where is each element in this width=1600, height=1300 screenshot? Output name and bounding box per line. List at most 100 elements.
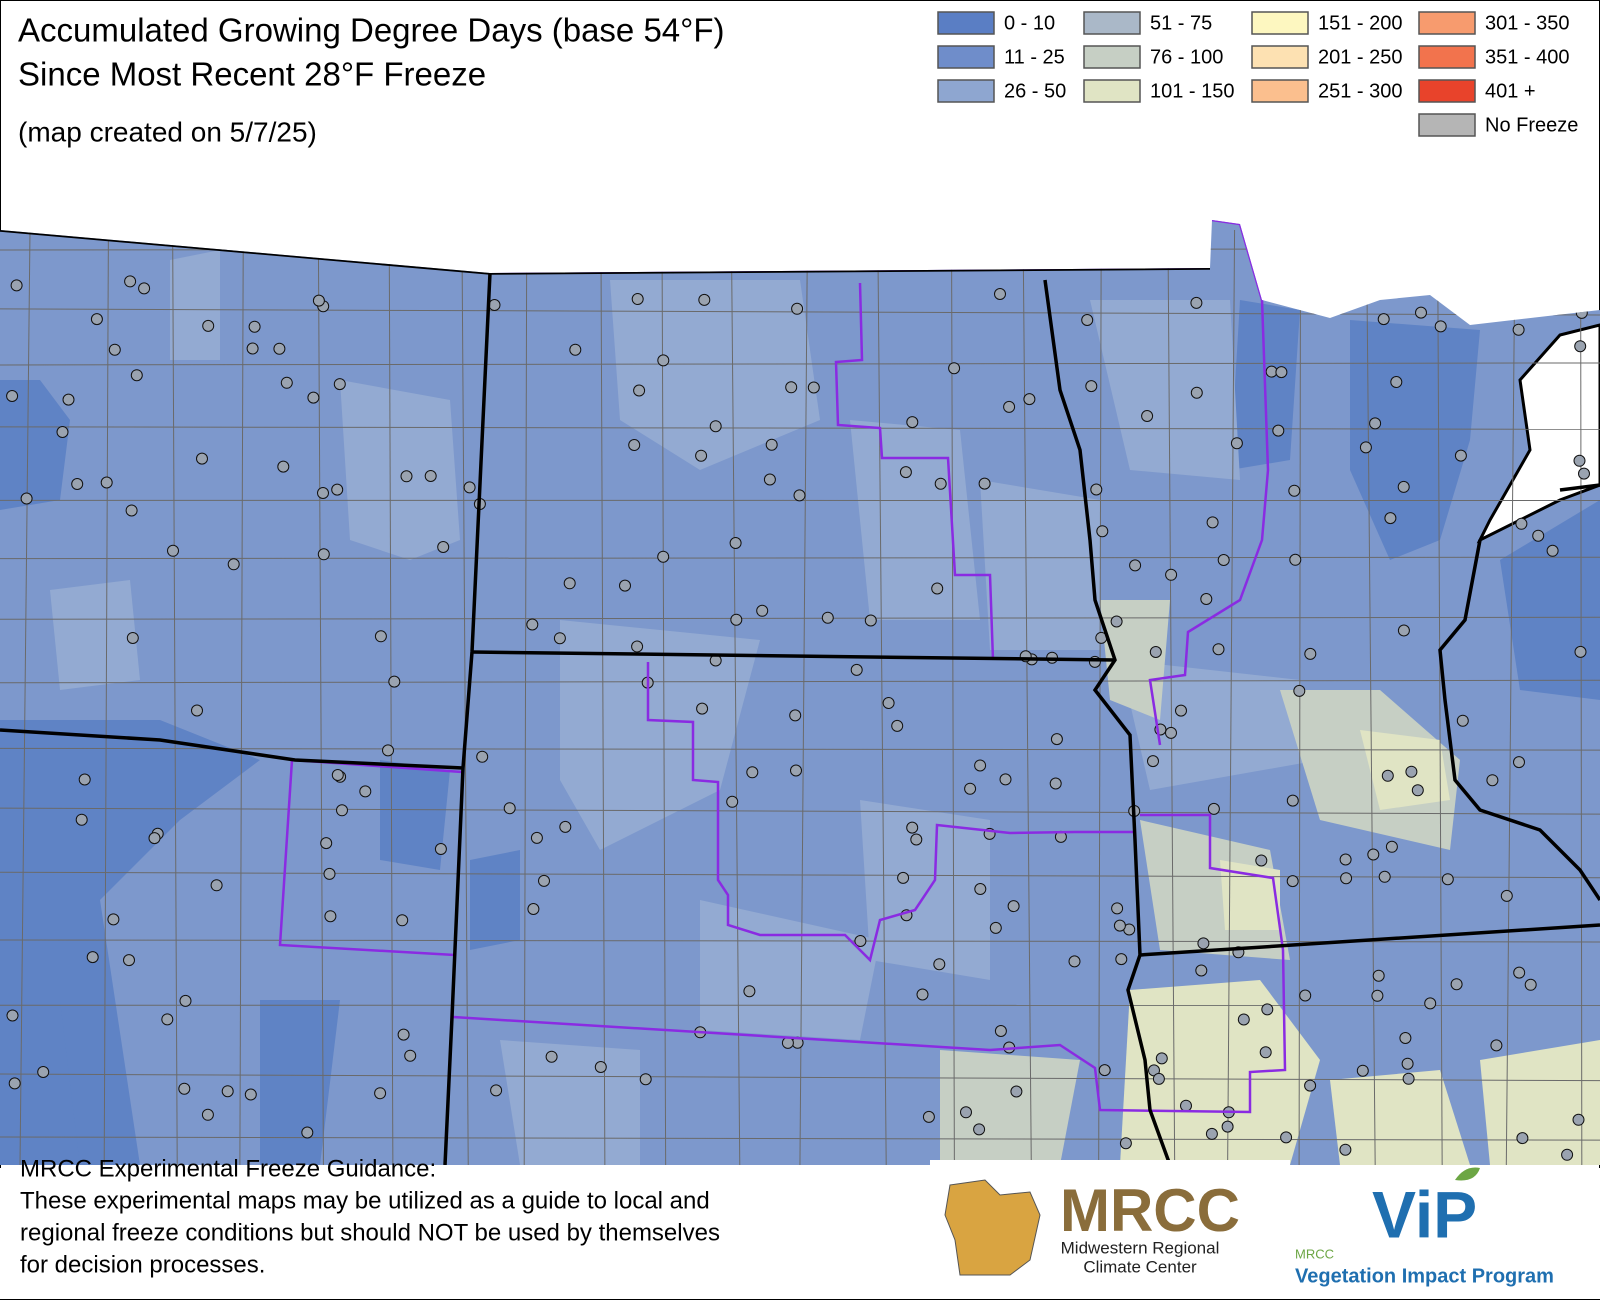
station [1205, 1127, 1218, 1140]
station [899, 466, 912, 479]
station [569, 343, 582, 356]
station [125, 504, 138, 517]
station [1397, 624, 1410, 637]
station [791, 302, 804, 315]
station [1304, 647, 1317, 660]
station [1090, 483, 1103, 496]
station [1190, 296, 1203, 309]
station [71, 478, 84, 490]
station [1288, 484, 1301, 497]
station [1299, 989, 1312, 1002]
county-line [1365, 229, 1376, 1165]
station [124, 275, 137, 288]
county-line [799, 229, 808, 1165]
county-line [951, 229, 955, 1165]
station [743, 985, 756, 998]
station [999, 773, 1012, 786]
station [1574, 340, 1587, 353]
station [307, 391, 320, 404]
county-line [1022, 229, 1032, 1165]
station [1454, 449, 1467, 462]
station [1003, 400, 1016, 413]
station [1456, 714, 1469, 727]
station [404, 1049, 417, 1062]
station [730, 613, 743, 626]
county-line [317, 229, 324, 1165]
station [1513, 756, 1525, 769]
station [148, 832, 161, 845]
station [86, 951, 99, 964]
station [553, 632, 566, 645]
station [312, 294, 325, 307]
legend-label: No Freeze [1485, 114, 1578, 136]
station [850, 663, 863, 676]
county-line [1580, 229, 1583, 1165]
station [1115, 953, 1128, 966]
county-line [0, 1136, 1600, 1141]
station [1369, 417, 1382, 430]
station [123, 954, 135, 967]
station [246, 342, 259, 355]
station [1180, 1099, 1192, 1112]
station [20, 492, 33, 505]
county-line [730, 229, 741, 1165]
station [545, 1050, 558, 1063]
station [280, 376, 293, 389]
county-line [661, 229, 667, 1165]
county-line [388, 229, 394, 1165]
legend-label: 201 - 250 [1318, 46, 1403, 68]
station [1165, 726, 1177, 739]
county-line [0, 362, 1600, 366]
county-line [1505, 229, 1516, 1165]
station [1367, 848, 1380, 861]
station [90, 313, 103, 326]
station [1007, 900, 1020, 913]
station [530, 831, 543, 844]
station [1490, 1039, 1503, 1052]
county-line [600, 229, 606, 1165]
station [320, 837, 333, 850]
station [1359, 441, 1372, 454]
station [793, 489, 806, 502]
station [382, 744, 394, 757]
station [388, 675, 401, 688]
station [1405, 765, 1418, 778]
county-line [1298, 229, 1302, 1165]
station [434, 843, 447, 855]
station [1200, 593, 1213, 605]
station [476, 750, 489, 763]
county-line [103, 229, 109, 1165]
station [994, 1025, 1007, 1037]
station [277, 460, 290, 473]
county-line [19, 229, 31, 1165]
station [317, 487, 329, 499]
station [179, 994, 192, 1007]
station [882, 697, 895, 709]
legend-swatch [937, 11, 995, 35]
station [273, 342, 286, 355]
legend-swatch [1083, 79, 1141, 103]
station [1377, 313, 1390, 326]
county-line [0, 1073, 1600, 1082]
station [785, 381, 798, 394]
station [1340, 872, 1353, 885]
station [910, 833, 923, 846]
station [503, 802, 516, 815]
station [1280, 1131, 1293, 1144]
legend-swatch [1251, 79, 1309, 103]
station [1546, 544, 1559, 557]
station [1339, 1143, 1352, 1156]
lake [1476, 323, 1600, 544]
station [317, 548, 330, 561]
station [631, 640, 644, 653]
legend-label: 301 - 350 [1485, 12, 1570, 34]
station [948, 362, 961, 375]
station [763, 473, 776, 486]
footer-line: regional freeze conditions but should NO… [20, 1219, 720, 1246]
county-line [0, 807, 1600, 815]
station [1574, 645, 1587, 658]
station [490, 1084, 503, 1097]
legend-swatch [1418, 113, 1476, 137]
station [301, 1126, 314, 1139]
station [765, 438, 778, 451]
